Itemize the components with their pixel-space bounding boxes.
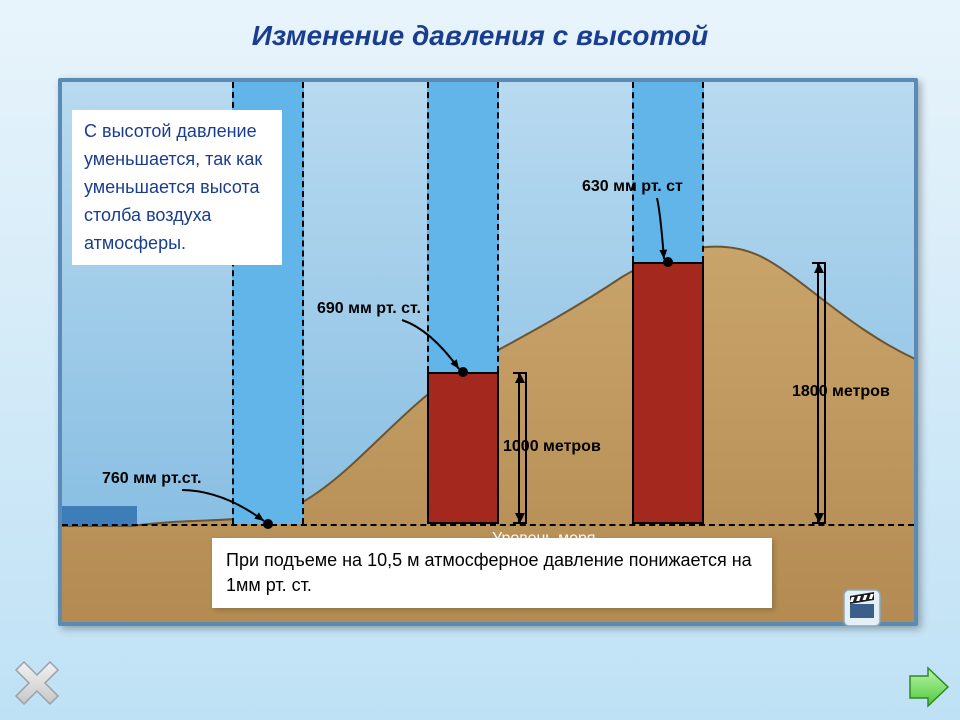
caption-text: При подъеме на 10,5 м атмосферное давлен…: [212, 538, 772, 608]
next-arrow-icon[interactable]: [904, 664, 950, 710]
arrow-3: [647, 188, 674, 269]
slide-title: Изменение давления с высотой: [0, 20, 960, 52]
pressure-altitude-diagram: Уровень моря 760 мм рт.ст. 690 мм рт. ст…: [58, 78, 918, 626]
height-label-1: 1000 метров: [503, 438, 601, 456]
sea-region: [62, 506, 137, 526]
close-icon[interactable]: [14, 660, 60, 706]
arrow-1: [172, 480, 274, 531]
height-label-2: 1800 метров: [792, 383, 890, 401]
explanation-text: С высотой давление уменьшается, так как …: [72, 110, 282, 265]
clapperboard-icon[interactable]: [842, 588, 882, 628]
pressure-column-2: [427, 372, 499, 524]
pressure-column-3: [632, 262, 704, 524]
arrow-2: [392, 310, 469, 379]
